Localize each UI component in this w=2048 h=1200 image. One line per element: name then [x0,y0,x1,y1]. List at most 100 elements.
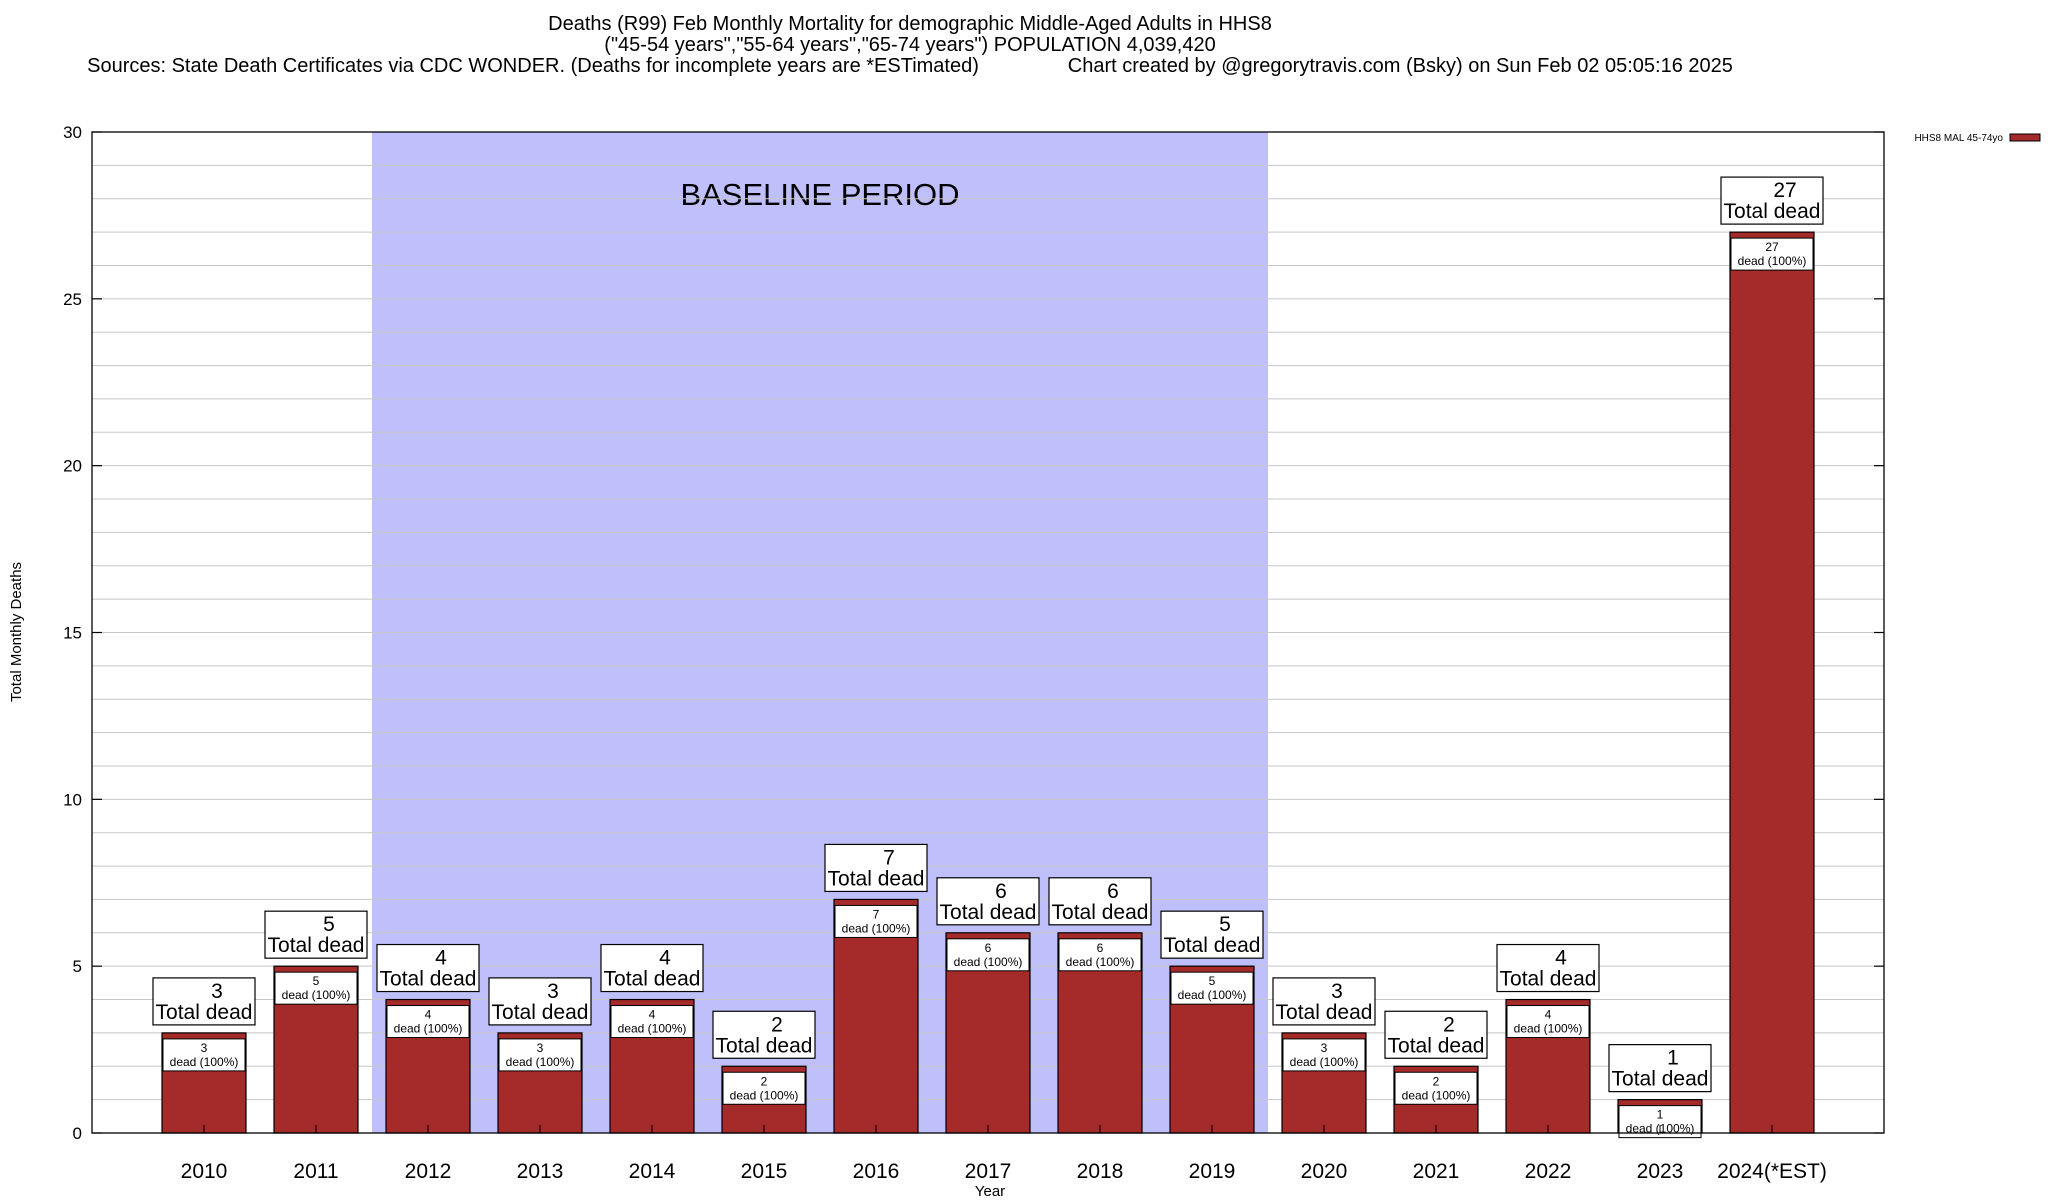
total-label-value: 2 [1443,1013,1455,1036]
chart-title-line-1: Deaths (R99) Feb Monthly Mortality for d… [548,13,1272,35]
segment-label-box [1170,971,1254,1005]
segment-label-box [1730,237,1814,271]
segment-label-text: dead (100%) [1178,988,1247,1002]
total-label-value: 6 [1107,880,1119,903]
y-tick-label: 20 [63,457,82,476]
segment-label-value: 7 [873,907,880,921]
total-label-text: Total dead [1052,901,1149,924]
segment-label-value: 6 [1097,941,1104,955]
segment-label-text: dead (100%) [1290,1055,1359,1069]
segment-label-value: 3 [537,1041,544,1055]
y-axis-label: Total Monthly Deaths [8,562,25,702]
total-label-text: Total dead [156,1001,253,1024]
total-label-box [712,1010,816,1059]
total-label-box [152,977,256,1026]
legend-label: HHS8 MAL 45-74yo [1914,133,2003,144]
total-label-value: 5 [1219,913,1231,936]
segment-label-box [274,971,358,1005]
total-label-text: Total dead [828,867,925,890]
total-label-text: Total dead [1724,200,1821,223]
total-label-text: Total dead [604,968,701,991]
x-tick-label: 2016 [853,1160,900,1183]
total-label-value: 1 [1667,1047,1679,1070]
total-label-value: 4 [1555,947,1567,970]
segment-label-value: 3 [201,1041,208,1055]
segment-label-value: 27 [1765,240,1779,254]
total-label-box [264,910,368,959]
y-tick-label: 25 [63,290,82,309]
segment-label-text: dead (100%) [1738,254,1807,268]
x-tick-label: 2013 [517,1160,564,1183]
segment-label-text: dead (100%) [842,921,911,935]
total-label-value: 3 [1331,980,1343,1003]
total-label-value: 7 [883,846,895,869]
total-label-box [824,843,928,893]
grid-layer [92,164,1884,1101]
y-tick-label: 0 [73,1124,82,1143]
x-tick-label: 2012 [405,1160,452,1183]
segment-label-box [1282,1038,1366,1072]
x-tick-label: 2023 [1637,1160,1684,1183]
chart-title-block: Deaths (R99) Feb Monthly Mortality for d… [0,14,1820,77]
total-label-box [1048,877,1152,926]
bar-2016 [833,898,919,1134]
total-label-text: Total dead [1612,1068,1709,1091]
segment-label-box [834,904,918,938]
segment-label-text: dead (100%) [170,1055,239,1069]
total-label-value: 5 [323,913,335,936]
total-label-value: 2 [771,1013,783,1036]
total-label-box [1496,943,1600,993]
x-axis-label: Year [975,1183,1005,1200]
segment-label-text: dead (100%) [1402,1088,1471,1102]
total-label-text: Total dead [1500,968,1597,991]
segment-label-value: 2 [1433,1074,1440,1088]
segment-label-box [722,1071,806,1105]
segment-label-value: 3 [1321,1041,1328,1055]
segment-label-box [1394,1071,1478,1105]
x-tick-label: 2011 [293,1160,338,1183]
total-label-box [1720,176,1824,225]
segment-label-box [1506,1005,1590,1039]
total-label-box [488,977,592,1026]
total-label-value: 3 [547,980,559,1003]
segment-label-text: dead (100%) [1514,1022,1583,1036]
total-label-box [376,943,480,993]
segment-label-box [1058,938,1142,972]
total-label-value: 3 [211,980,223,1003]
total-label-text: Total dead [268,934,365,957]
total-label-text: Total dead [380,968,477,991]
segment-label-text: dead (100%) [506,1055,575,1069]
segment-label-value: 2 [761,1074,768,1088]
chart-title-line-3: Sources: State Death Certificates via CD… [87,55,1733,77]
total-label-value: 4 [659,947,671,970]
x-tick-label: 2018 [1077,1160,1124,1183]
y-tick-label: 10 [63,790,82,809]
segment-label-box [946,938,1030,972]
x-tick-label: 2017 [965,1160,1012,1183]
segment-label-text: dead (100%) [618,1022,687,1036]
total-label-text: Total dead [1388,1034,1485,1057]
chart-title-line-2: ("45-54 years","55-64 years","65-74 year… [604,34,1216,56]
segment-label-box [610,1005,694,1039]
segment-label-box [386,1005,470,1039]
x-tick-label: 2015 [741,1160,788,1183]
baseline-period-label: BASELINE PERIOD [680,177,959,212]
segment-label-text: dead (100%) [954,955,1023,969]
bar-2024(*EST) [1729,231,1815,1134]
total-label-value: 4 [435,947,447,970]
segment-label-value: 5 [313,974,320,988]
total-label-box [1608,1044,1712,1093]
segment-label-value: 4 [425,1008,432,1022]
x-tick-label: 2021 [1413,1160,1460,1183]
segment-label-box [498,1038,582,1072]
x-tick-label: 2020 [1301,1160,1348,1183]
total-label-text: Total dead [1164,934,1261,957]
segment-label-text: dead (100%) [282,988,351,1002]
total-label-text: Total dead [716,1034,813,1057]
segment-label-text: dead (100%) [394,1022,463,1036]
segment-label-value: 4 [1545,1008,1552,1022]
total-label-text: Total dead [1276,1001,1373,1024]
x-tick-label: 2014 [629,1160,676,1183]
total-label-value: 6 [995,880,1007,903]
